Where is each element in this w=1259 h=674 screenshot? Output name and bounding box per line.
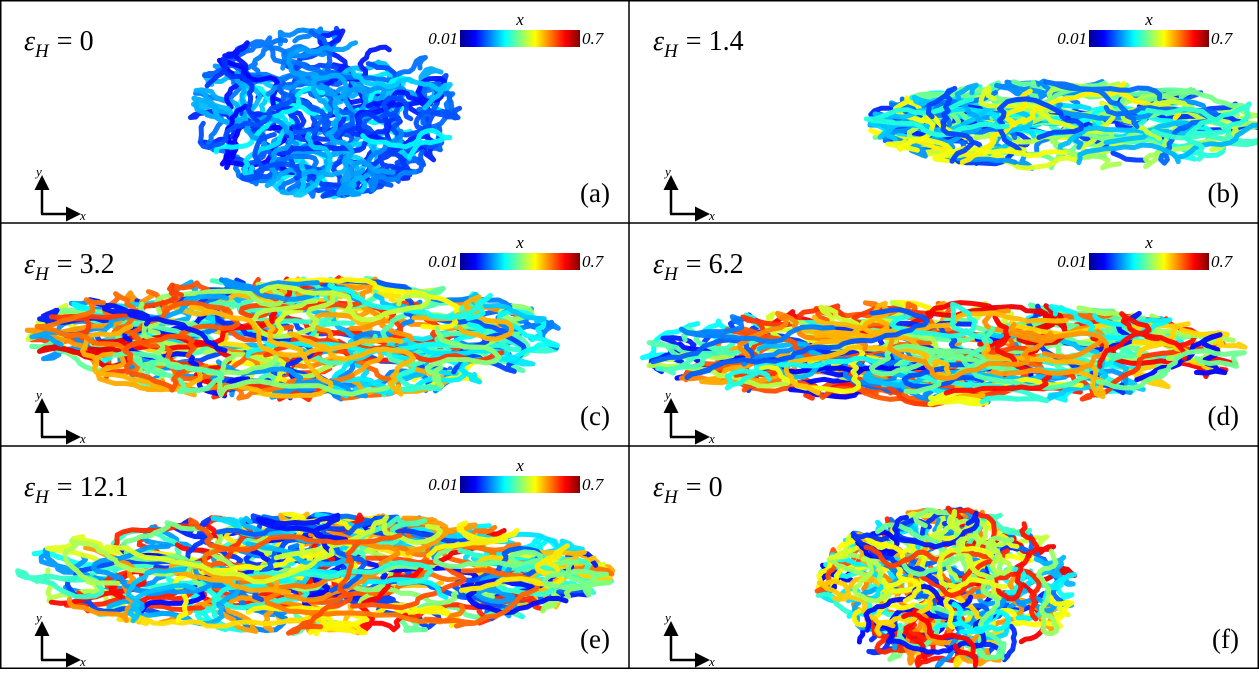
symbol: ε	[653, 26, 664, 57]
epsilon-label: εH = 1.4	[653, 26, 744, 62]
panel: εH = 1.4 x 0.01 0.7 y x (b)	[653, 10, 1259, 223]
subscript: H	[34, 264, 50, 285]
symbol: ε	[653, 472, 664, 503]
symbol: ε	[653, 249, 664, 280]
subscript: H	[34, 487, 50, 508]
value: = 0	[57, 26, 94, 57]
polymer	[18, 514, 613, 634]
colorbar	[460, 30, 580, 47]
value: = 0	[686, 472, 723, 503]
panel-tag: (b)	[1208, 178, 1239, 208]
panel-tag: (d)	[1208, 401, 1239, 431]
colorbar-min: 0.01	[1057, 29, 1087, 48]
colorbar-max: 0.7	[1211, 29, 1234, 48]
value: = 12.1	[57, 472, 129, 503]
symbol: ε	[24, 249, 35, 280]
axis-label-x: x	[79, 654, 86, 669]
epsilon-label: εH = 0	[653, 472, 723, 508]
colorbar	[1089, 253, 1209, 270]
colorbar	[460, 476, 580, 493]
symbol: ε	[24, 472, 35, 503]
subscript: H	[663, 41, 679, 62]
value: = 3.2	[57, 249, 115, 280]
epsilon-label: εH = 0	[24, 26, 94, 62]
epsilon-label: εH = 6.2	[653, 249, 744, 285]
colorbar-min: 0.01	[428, 475, 458, 494]
panel: εH = 0 x 0.01 0.7 y x (a)	[24, 10, 610, 223]
epsilon-label: εH = 12.1	[24, 472, 129, 508]
panel: εH = 3.2 x 0.01 0.7 y x (c)	[24, 233, 610, 446]
axis-label-x: x	[79, 431, 86, 446]
subscript: H	[663, 264, 679, 285]
subscript: H	[663, 487, 679, 508]
colorbar-min: 0.01	[1057, 252, 1087, 271]
polymer	[817, 508, 1074, 666]
colorbar-max: 0.7	[582, 475, 605, 494]
value: = 1.4	[686, 26, 744, 57]
colorbar-max: 0.7	[582, 29, 605, 48]
epsilon-label: εH = 3.2	[24, 249, 115, 285]
panel-tag: (c)	[580, 401, 610, 431]
axis-label-y: y	[34, 610, 42, 625]
axis-label-y: y	[663, 610, 671, 625]
panel: εH = 0 y x (f)	[653, 472, 1239, 669]
axis-label-y: y	[663, 164, 671, 179]
colorbar	[1089, 30, 1209, 47]
colorbar	[460, 253, 580, 270]
axis-label-y: y	[34, 164, 42, 179]
colorbar-title: x	[515, 10, 524, 29]
colorbar-max: 0.7	[582, 252, 605, 271]
colorbar-title: x	[1144, 10, 1153, 29]
polymer	[866, 81, 1259, 168]
axis-label-x: x	[708, 208, 715, 223]
polymer	[27, 278, 558, 400]
colorbar-min: 0.01	[428, 29, 458, 48]
axis-label-x: x	[708, 431, 715, 446]
polymer	[643, 302, 1246, 405]
panel: εH = 12.1 x 0.01 0.7 y x (e)	[18, 456, 613, 669]
colorbar-title: x	[515, 233, 524, 252]
axis-label-y: y	[34, 387, 42, 402]
panel-tag: (f)	[1212, 624, 1239, 654]
axis-label-x: x	[708, 654, 715, 669]
polymer	[190, 28, 459, 196]
panel-tag: (a)	[580, 178, 610, 208]
symbol: ε	[24, 26, 35, 57]
axis-label-x: x	[79, 208, 86, 223]
axis-label-y: y	[663, 387, 671, 402]
colorbar-title: x	[515, 456, 524, 475]
colorbar-max: 0.7	[1211, 252, 1234, 271]
value: = 6.2	[686, 249, 744, 280]
panel-tag: (e)	[580, 624, 610, 654]
colorbar-min: 0.01	[428, 252, 458, 271]
subscript: H	[34, 41, 50, 62]
colorbar-title: x	[1144, 233, 1153, 252]
panel: εH = 6.2 x 0.01 0.7 y x (d)	[643, 233, 1246, 446]
